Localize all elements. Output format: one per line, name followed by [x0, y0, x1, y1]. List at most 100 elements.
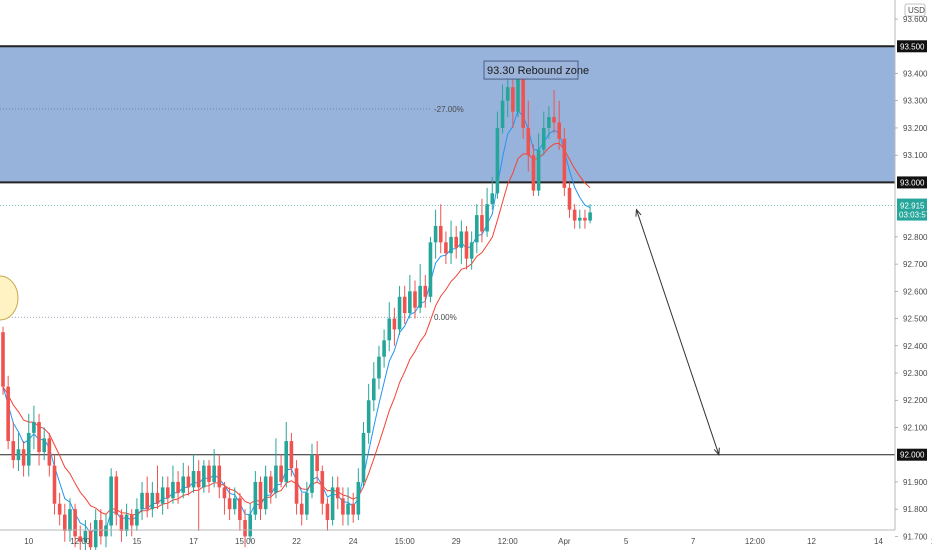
- currency-badge[interactable]: [904, 3, 926, 17]
- candle-body: [505, 87, 510, 101]
- x-tick-label: 14: [874, 537, 883, 546]
- candle-body: [166, 487, 170, 499]
- x-tick-label: 15: [132, 537, 141, 546]
- candle-body: [495, 127, 500, 194]
- candle-body: [104, 525, 108, 537]
- y-tick-label: 92.500: [903, 315, 928, 324]
- candle-body: [253, 481, 258, 515]
- x-tick-label: 12:00: [498, 537, 519, 546]
- candle-body: [475, 215, 479, 243]
- candle-body: [305, 492, 309, 515]
- y-tick-label: 92.100: [903, 423, 928, 432]
- candle-body: [397, 296, 402, 330]
- zone-label: 93.30 Rebound zone: [487, 65, 589, 77]
- candle-body: [124, 514, 129, 531]
- candle-body: [73, 509, 77, 537]
- candle-body: [196, 471, 201, 488]
- candle-body: [263, 476, 268, 510]
- x-tick-label: 29: [452, 537, 461, 546]
- x-tick-label: 22: [292, 537, 301, 546]
- candle-body: [129, 514, 134, 526]
- candle-body: [541, 127, 546, 150]
- candle-body: [99, 520, 103, 537]
- candle-body: [42, 438, 46, 452]
- candle-body: [284, 441, 289, 482]
- x-tick-label: 17: [189, 537, 198, 546]
- candle-body: [449, 236, 453, 254]
- candle-body: [47, 438, 52, 466]
- y-tick-label: 93.200: [903, 124, 928, 133]
- candle-body: [408, 291, 412, 314]
- projection-arrowhead-top: [635, 208, 642, 217]
- candle-body: [11, 441, 16, 461]
- candle-body: [274, 465, 278, 493]
- candle-body: [52, 465, 57, 504]
- level-price-tag: [897, 40, 927, 53]
- candle-body: [557, 122, 561, 139]
- candle-body: [78, 536, 83, 542]
- candle-body: [243, 520, 247, 537]
- candle-body: [26, 432, 31, 466]
- candle-body: [392, 318, 397, 330]
- level-price-tag: [897, 176, 927, 189]
- candle-body: [418, 285, 422, 308]
- candle-body: [191, 471, 196, 488]
- candle-body: [232, 498, 237, 510]
- candle-body: [490, 193, 495, 205]
- candle-body: [294, 468, 299, 504]
- current-price-tag: [897, 198, 927, 221]
- candle-body: [93, 520, 98, 548]
- candle-body: [521, 78, 525, 128]
- candle-body: [531, 155, 536, 191]
- y-tick-label: 92.200: [903, 396, 928, 405]
- candle-body: [6, 386, 10, 442]
- candle-body: [83, 530, 88, 542]
- candle-body: [63, 514, 67, 531]
- candle-body: [160, 487, 165, 504]
- candle-body: [258, 481, 263, 510]
- candle-body: [567, 187, 572, 210]
- candle-body: [562, 138, 567, 188]
- candle-body: [212, 465, 216, 482]
- candle-body: [485, 204, 489, 232]
- candle-body: [469, 242, 474, 259]
- candle-body: [222, 487, 227, 499]
- x-tick-label: 12:00: [745, 537, 766, 546]
- y-tick-label: 93.300: [903, 97, 928, 106]
- candle-body: [428, 242, 433, 297]
- candle-body: [413, 291, 417, 308]
- candle-body: [511, 87, 515, 112]
- y-tick-label: 92.700: [903, 260, 928, 269]
- candle-body: [588, 212, 592, 221]
- candle-body: [330, 487, 335, 521]
- candle-body: [341, 498, 345, 515]
- highlight-ellipse: [0, 275, 19, 321]
- candle-body: [119, 514, 124, 531]
- candle-body: [325, 503, 330, 521]
- candle-body: [382, 340, 386, 357]
- candle-body: [459, 231, 464, 248]
- fib-level-label: 0.00%: [434, 313, 457, 322]
- projection-arrowhead-bottom: [713, 447, 720, 456]
- candle-body: [464, 231, 469, 259]
- projection-arrow-line: [635, 209, 720, 455]
- candle-body: [315, 454, 319, 472]
- price-axis-panel: [895, 0, 932, 550]
- x-tick-label: 24: [349, 537, 358, 546]
- candle-body: [299, 503, 304, 515]
- level-price-label: 92.000: [900, 451, 925, 460]
- level-price-tag: [897, 448, 927, 461]
- candle-body: [356, 481, 361, 515]
- candle-body: [176, 481, 180, 493]
- candle-body: [310, 454, 314, 493]
- candle-body: [269, 476, 273, 493]
- candle-body: [547, 117, 551, 128]
- candle-body: [377, 356, 381, 379]
- candle-body: [433, 225, 438, 243]
- y-tick-label: 92.600: [903, 287, 928, 296]
- candle-body: [335, 487, 340, 499]
- candle-body: [217, 465, 222, 488]
- candle-body: [366, 400, 371, 433]
